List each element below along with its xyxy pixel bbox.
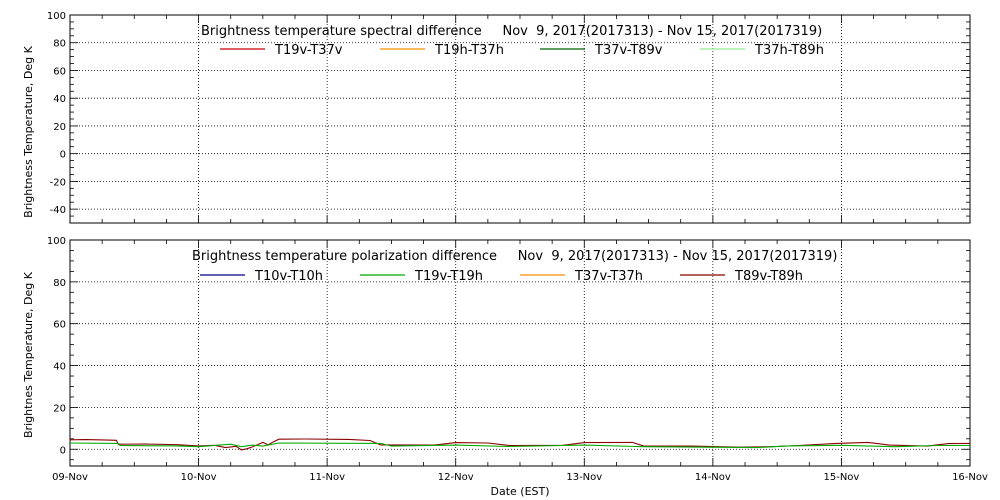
x-tick-label: 12-Nov <box>438 472 474 483</box>
y-tick-label: 100 <box>47 236 66 247</box>
y-tick-label: 0 <box>60 150 66 161</box>
legend-entry: T19h-T37h <box>434 43 504 58</box>
y-tick-label: 20 <box>53 403 66 414</box>
legend-entry: T19v-T37v <box>274 43 343 58</box>
spectral-difference-panel: -40 -20 0 20 40 60 80 100 Brightness temperatur… <box>22 11 971 224</box>
y-tick-label: -40 <box>50 205 66 216</box>
x-tick-label: 15-Nov <box>823 472 859 483</box>
series-line <box>69 438 971 451</box>
series-line <box>69 442 970 449</box>
top-y-axis-label: Brightness Temperature, Deg K <box>22 45 35 217</box>
bottom-y-axis-label: Brightnes Temperature, Deg K <box>22 271 35 438</box>
top-chart-title: Brightness temperature spectral differen… <box>201 24 822 39</box>
y-tick-label: 60 <box>53 66 66 77</box>
y-tick-label: 0 <box>60 445 66 456</box>
legend-entry: T10v-T10h <box>254 269 323 284</box>
y-tick-label: 100 <box>47 11 66 22</box>
y-tick-label: 40 <box>53 94 66 105</box>
legend-entry: T37h-T89h <box>754 43 824 58</box>
x-tick-label: 10-Nov <box>181 472 217 483</box>
x-tick-label: 13-Nov <box>566 472 602 483</box>
top-axis-ticks: -40 -20 0 20 40 60 80 100 <box>47 11 971 224</box>
top-legend: T19v-T37v T19h-T37h T37v-T89v T37h-T89h <box>220 43 824 58</box>
bottom-gridlines <box>70 240 970 466</box>
legend-entry: T89v-T89h <box>734 269 803 284</box>
legend-entry: T37v-T89v <box>594 43 663 58</box>
bottom-axis-ticks: 0 20 40 60 80 100 09-Nov 10-Nov 11-Nov 12-Nov 13-N… <box>47 236 988 483</box>
x-tick-label: 11-Nov <box>309 472 345 483</box>
x-tick-label: 14-Nov <box>695 472 731 483</box>
y-tick-label: 20 <box>53 122 66 133</box>
y-tick-label: 60 <box>53 320 66 331</box>
y-tick-label: -20 <box>50 177 66 188</box>
top-gridlines <box>70 15 970 223</box>
bottom-legend: T10v-T10h T19v-T19h T37v-T37h T89v-T89h <box>200 269 803 284</box>
bottom-series-group <box>69 438 971 451</box>
x-tick-label: 16-Nov <box>952 472 988 483</box>
y-tick-label: 80 <box>53 278 66 289</box>
bottom-chart-title: Brightness temperature polarization diff… <box>192 249 837 264</box>
top-plot-frame <box>69 14 971 224</box>
bottom-x-axis-label: Date (EST) <box>490 485 549 498</box>
legend-entry: T37v-T37h <box>574 269 643 284</box>
legend-entry: T19v-T19h <box>414 269 483 284</box>
x-tick-label: 09-Nov <box>52 472 88 483</box>
bottom-plot-frame <box>69 239 971 467</box>
polarization-difference-panel: 0 20 40 60 80 100 09-Nov 10-Nov 11-Nov 12-Nov 13-N… <box>22 236 988 498</box>
y-tick-label: 40 <box>53 362 66 373</box>
y-tick-label: 80 <box>53 39 66 50</box>
